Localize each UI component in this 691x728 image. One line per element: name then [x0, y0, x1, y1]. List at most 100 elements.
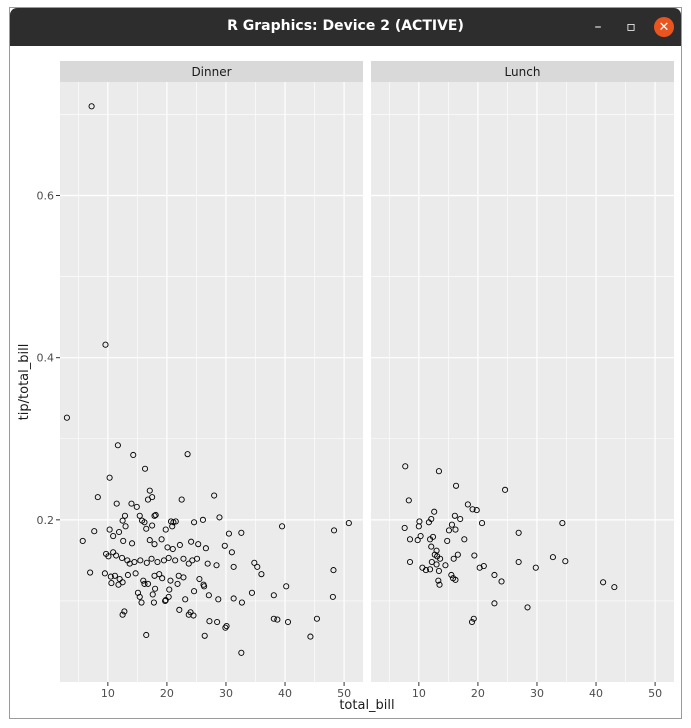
data-point-lunch [532, 564, 539, 571]
data-point-lunch [448, 521, 455, 528]
data-point-lunch [562, 558, 569, 565]
data-point-dinner [191, 519, 198, 526]
data-point-dinner [222, 624, 229, 631]
data-point-dinner [131, 558, 138, 566]
data-point-dinner [204, 560, 211, 567]
data-point-lunch [491, 571, 498, 579]
data-point-lunch [476, 564, 483, 571]
data-point-lunch [470, 615, 477, 622]
data-point-lunch [515, 558, 522, 566]
y-tick-label: 0.2 [37, 514, 55, 527]
data-point-lunch [452, 526, 459, 533]
data-point-dinner [180, 574, 187, 581]
data-point-dinner [180, 555, 187, 562]
data-point-dinner [149, 522, 156, 529]
data-point-dinner [88, 103, 95, 110]
data-point-dinner [133, 503, 140, 510]
data-point-dinner [102, 341, 109, 348]
facet-label-lunch: Lunch [505, 65, 541, 79]
data-point-dinner [201, 583, 208, 590]
data-point-lunch [473, 507, 480, 514]
data-point-lunch [452, 576, 459, 583]
y-tick-label: 0.6 [37, 190, 55, 203]
data-point-lunch [428, 543, 435, 550]
data-point-dinner [214, 618, 221, 626]
data-point-dinner [331, 527, 338, 534]
title-bar[interactable]: R Graphics: Device 2 (ACTIVE) – ▫ ✕ [10, 8, 681, 46]
data-point-lunch [448, 571, 455, 579]
data-point-dinner [107, 573, 114, 580]
data-point-dinner [148, 555, 155, 562]
plot-area: Dinner 10 20 30 40 50 Lunch 10 20 30 40 50 0.2 0.4 0.6… [10, 46, 681, 718]
data-point-lunch [442, 562, 449, 569]
data-point-dinner [313, 615, 320, 622]
close-icon[interactable]: ✕ [654, 17, 674, 37]
data-point-dinner [105, 553, 112, 560]
data-point-lunch [437, 555, 444, 562]
window-title: R Graphics: Device 2 (ACTIVE) [227, 18, 464, 34]
data-point-dinner [143, 631, 150, 639]
data-point-dinner [94, 494, 101, 501]
maximize-icon[interactable]: ▫ [626, 19, 636, 35]
data-point-lunch [478, 520, 486, 527]
data-point-dinner [206, 618, 213, 625]
data-point-lunch [433, 561, 440, 568]
data-point-dinner [211, 492, 218, 499]
data-point-lunch [402, 463, 409, 470]
data-point-dinner [119, 517, 126, 524]
data-point-dinner [178, 496, 185, 503]
data-point-dinner [150, 599, 157, 606]
x-tick-label: 10 [101, 687, 115, 700]
data-point-lunch [435, 468, 442, 475]
data-point-dinner [132, 570, 139, 577]
data-point-lunch [405, 497, 412, 504]
data-point-dinner [228, 549, 235, 556]
data-point-lunch [417, 533, 424, 540]
data-point-dinner [199, 516, 206, 523]
data-point-lunch [491, 600, 498, 607]
data-point-dinner [114, 442, 121, 449]
data-point-lunch [422, 567, 429, 574]
data-point-dinner [130, 451, 137, 459]
data-point-dinner [162, 597, 169, 604]
data-point-dinner [176, 541, 183, 549]
minimize-icon[interactable]: – [594, 19, 602, 35]
data-point-dinner [169, 523, 176, 530]
data-point-lunch [436, 581, 443, 588]
facet-label-dinner: Dinner [191, 65, 231, 79]
data-point-lunch [457, 515, 464, 523]
data-point-dinner [106, 526, 113, 533]
data-point-dinner [230, 595, 237, 602]
panel-dinner [60, 82, 363, 682]
data-point-lunch [435, 577, 442, 584]
data-point-dinner [63, 414, 70, 421]
data-point-dinner [185, 560, 192, 567]
data-point-dinner [129, 540, 136, 547]
data-point-dinner [330, 567, 337, 574]
data-point-dinner [283, 583, 290, 590]
data-point-dinner [213, 562, 220, 569]
data-point-dinner [270, 592, 277, 599]
x-tick-label: 20 [160, 687, 174, 700]
data-point-dinner [151, 541, 158, 548]
data-point-dinner [225, 530, 232, 537]
data-point-dinner [193, 555, 201, 562]
data-point-dinner [167, 577, 174, 584]
data-point-lunch [502, 486, 509, 493]
data-point-lunch [431, 508, 438, 515]
data-point-lunch [415, 523, 422, 530]
data-point-dinner [116, 528, 123, 536]
facet-strip-lunch [371, 61, 674, 82]
data-point-lunch [600, 579, 607, 586]
data-point-lunch [429, 533, 437, 540]
data-point-dinner [191, 588, 198, 595]
data-point-dinner [119, 611, 126, 618]
data-point-dinner [162, 526, 169, 533]
data-point-dinner [144, 580, 152, 587]
data-point-dinner [254, 563, 261, 570]
data-point-dinner [111, 572, 118, 579]
data-point-dinner [170, 519, 177, 526]
data-point-dinner [144, 496, 152, 503]
data-point-lunch [444, 537, 451, 544]
data-point-dinner [205, 592, 212, 599]
